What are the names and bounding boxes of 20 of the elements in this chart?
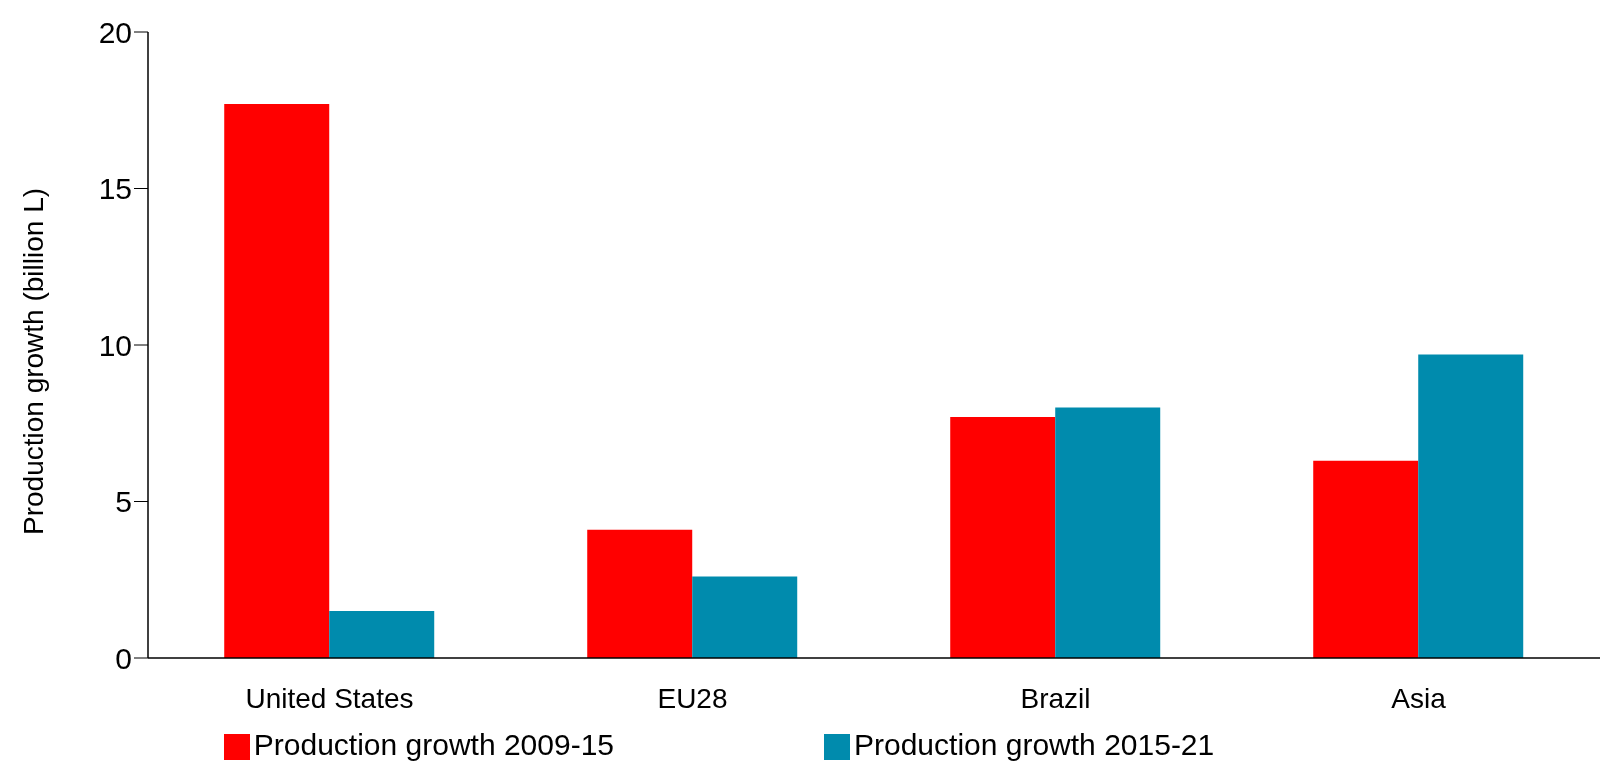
- x-tick-label: EU28: [657, 682, 728, 714]
- bar: [1418, 354, 1524, 658]
- legend-label: Production growth 2015-21: [854, 728, 1215, 761]
- y-tick-label: 10: [98, 328, 132, 362]
- bar: [587, 529, 693, 658]
- y-axis-title: Production growth (billion L): [17, 187, 49, 535]
- y-tick-label: 0: [115, 641, 132, 675]
- x-tick-label: Asia: [1391, 682, 1447, 714]
- y-tick-label: 15: [98, 172, 132, 206]
- x-tick-label: Brazil: [1020, 682, 1091, 714]
- x-tick-label: United States: [245, 682, 414, 714]
- y-tick-label: 5: [115, 485, 132, 519]
- bar: [692, 576, 798, 658]
- bar: [329, 611, 435, 658]
- bar: [224, 103, 330, 658]
- bar: [950, 416, 1056, 658]
- legend-label: Production growth 2009-15: [253, 728, 614, 761]
- bar: [1055, 407, 1161, 658]
- y-tick-label: 20: [98, 15, 132, 49]
- bar: [1313, 460, 1419, 658]
